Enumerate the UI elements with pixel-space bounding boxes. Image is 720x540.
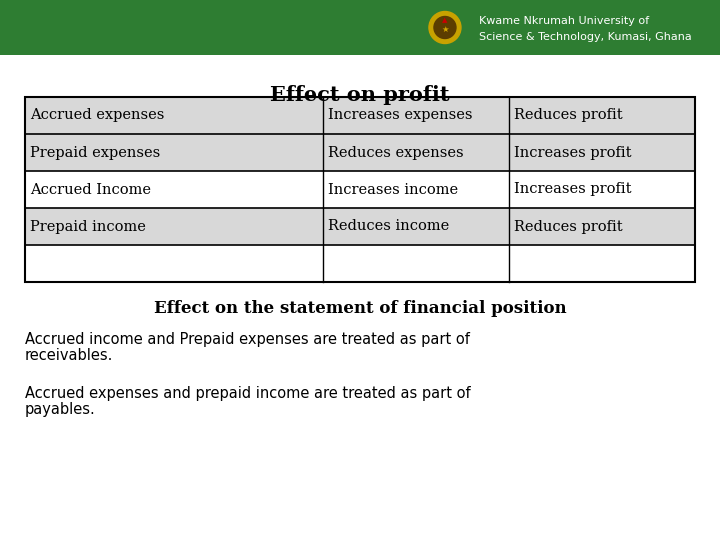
- Text: Increases expenses: Increases expenses: [328, 109, 472, 123]
- Text: Prepaid expenses: Prepaid expenses: [30, 145, 161, 159]
- Text: Reduces profit: Reduces profit: [514, 219, 623, 233]
- Text: Prepaid income: Prepaid income: [30, 219, 146, 233]
- Text: Reduces profit: Reduces profit: [514, 109, 623, 123]
- Text: Kwame Nkrumah University of: Kwame Nkrumah University of: [479, 16, 649, 26]
- Bar: [0, 0, 720, 55]
- Bar: [25, 134, 695, 171]
- Circle shape: [434, 17, 456, 38]
- Text: Increases income: Increases income: [328, 183, 458, 197]
- Text: Increases profit: Increases profit: [514, 183, 632, 197]
- Bar: [25, 97, 695, 134]
- Text: payables.: payables.: [25, 402, 96, 417]
- Text: ▲: ▲: [442, 17, 448, 24]
- Circle shape: [429, 11, 461, 44]
- Text: Accrued expenses and prepaid income are treated as part of: Accrued expenses and prepaid income are …: [25, 386, 471, 401]
- Text: Effect on profit: Effect on profit: [270, 85, 450, 105]
- Text: ★: ★: [441, 25, 449, 34]
- Bar: [25, 208, 695, 245]
- Text: receivables.: receivables.: [25, 348, 113, 363]
- Text: Accrued income and Prepaid expenses are treated as part of: Accrued income and Prepaid expenses are …: [25, 332, 470, 347]
- Text: Reduces expenses: Reduces expenses: [328, 145, 464, 159]
- Bar: [25, 97, 695, 282]
- Text: Increases profit: Increases profit: [514, 145, 632, 159]
- Text: Effect on the statement of financial position: Effect on the statement of financial pos…: [153, 300, 567, 317]
- Text: Accrued Income: Accrued Income: [30, 183, 151, 197]
- Text: Reduces income: Reduces income: [328, 219, 449, 233]
- Text: Accrued expenses: Accrued expenses: [30, 109, 164, 123]
- Text: Science & Technology, Kumasi, Ghana: Science & Technology, Kumasi, Ghana: [479, 32, 691, 43]
